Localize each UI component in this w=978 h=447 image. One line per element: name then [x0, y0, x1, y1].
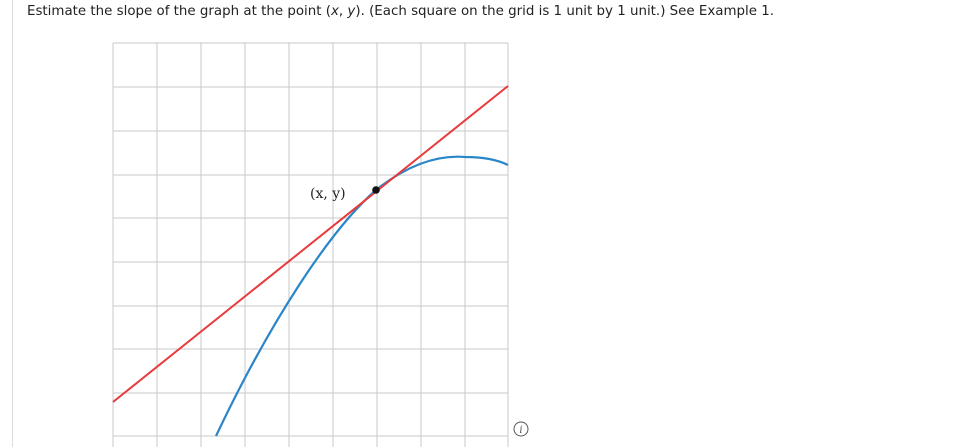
info-glyph[interactable]: i — [519, 425, 522, 436]
info-circle[interactable] — [513, 421, 529, 437]
tangent-line — [112, 85, 509, 403]
question: Estimate the slope of the graph at the p… — [27, 4, 774, 19]
point — [372, 186, 380, 194]
var-x: x — [330, 4, 339, 19]
var-y: y — [347, 4, 356, 19]
point-label: (x, y) — [310, 186, 346, 202]
question-text: Estimate the slope of the graph at the p… — [27, 4, 331, 19]
curve — [215, 155, 509, 437]
left-border — [12, 0, 13, 447]
info-icon[interactable]: i — [513, 421, 529, 437]
comma: , — [338, 4, 348, 19]
question-text: ). (Each square on the grid is 1 unit by… — [355, 4, 775, 19]
